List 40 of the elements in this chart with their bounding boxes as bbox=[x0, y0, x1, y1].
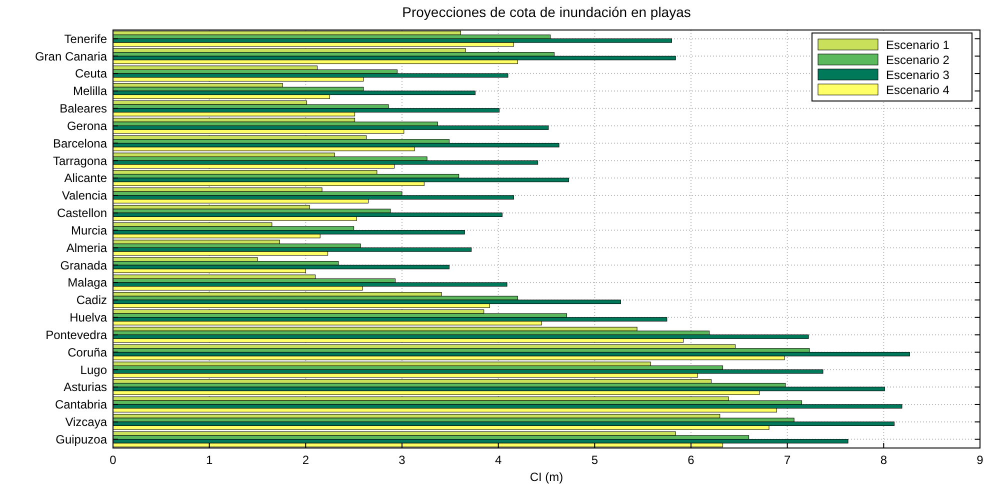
y-tick-label: Pontevedra bbox=[46, 328, 108, 342]
y-tick-label: Almeria bbox=[66, 240, 108, 255]
x-tick-label: 0 bbox=[110, 453, 117, 467]
y-tick-label: Alicante bbox=[64, 171, 108, 186]
x-tick-label: 4 bbox=[494, 453, 502, 467]
y-tick-label: Barcelona bbox=[52, 136, 108, 150]
x-tick-label: 9 bbox=[976, 453, 984, 467]
y-tick-label: Baleares bbox=[60, 102, 107, 116]
y-tick-label: Coruña bbox=[68, 345, 108, 360]
y-tick-label: Castellon bbox=[56, 206, 107, 220]
legend-label: Escenario 1 bbox=[886, 38, 950, 52]
y-tick-label: Granada bbox=[60, 258, 108, 272]
y-tick-label: Tarragona bbox=[52, 154, 108, 168]
x-tick-label: 5 bbox=[591, 453, 598, 467]
y-tick-label: Malaga bbox=[68, 276, 108, 290]
x-tick-label: 8 bbox=[880, 453, 888, 467]
legend-label: Escenario 3 bbox=[886, 68, 950, 82]
x-tick-label: 6 bbox=[688, 453, 695, 467]
y-tick-label: Valencia bbox=[62, 188, 108, 203]
y-tick-label: Tenerife bbox=[64, 32, 108, 46]
x-tick-label: 2 bbox=[302, 453, 310, 467]
legend-label: Escenario 2 bbox=[886, 53, 950, 67]
y-tick-label: Asturias bbox=[64, 380, 107, 394]
y-tick-label: Melilla bbox=[72, 84, 108, 98]
x-tick-label: 1 bbox=[206, 453, 213, 467]
y-tick-label: Gerona bbox=[66, 118, 108, 133]
y-tick-label: Lugo bbox=[80, 362, 108, 377]
chart-title: Proyecciones de cota de inundación en playas bbox=[402, 4, 691, 20]
y-tick-label: Cadiz bbox=[76, 293, 107, 308]
y-tick-label: Gran Canaria bbox=[34, 49, 108, 64]
x-tick-label: 7 bbox=[784, 453, 791, 467]
y-tick-label: Huelva bbox=[70, 310, 108, 325]
y-tick-label: Murcia bbox=[70, 223, 108, 238]
y-tick-label: Cantabria bbox=[54, 398, 108, 412]
y-tick-label: Vizcaya bbox=[65, 415, 108, 430]
y-tick-label: Ceuta bbox=[74, 66, 108, 81]
legend-label: Escenario 4 bbox=[886, 83, 950, 97]
x-tick-label: 3 bbox=[398, 453, 406, 467]
x-axis-title: CI (m) bbox=[530, 470, 564, 484]
y-tick-label: Guipuzoa bbox=[56, 432, 108, 446]
